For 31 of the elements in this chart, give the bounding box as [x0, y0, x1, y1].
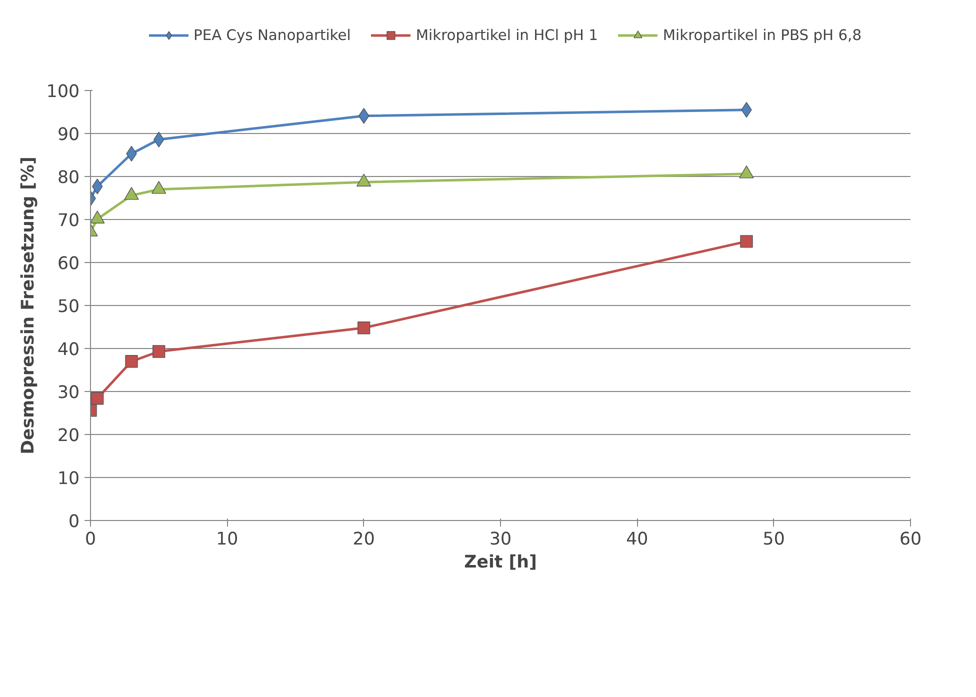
point: [92, 178, 103, 194]
y-tick-label: 20: [57, 426, 80, 446]
x-tick-label: 30: [489, 530, 512, 550]
x-tick-label: 60: [899, 530, 922, 550]
x-tick-label: 20: [352, 530, 375, 550]
y-tick-label: 40: [57, 340, 80, 360]
point: [358, 108, 370, 124]
point: [125, 355, 138, 368]
y-tick-label: 80: [57, 168, 80, 188]
legend-label: Mikropartikel in HCl pH 1: [416, 26, 598, 44]
point: [153, 132, 164, 148]
point: [90, 392, 104, 405]
legend-label: Mikropartikel in PBS pH 6,8: [662, 26, 862, 44]
point: [740, 235, 753, 248]
y-tick-label: 10: [57, 469, 80, 489]
y-axis-title: Desmopressin Freisetzung [%]: [18, 156, 38, 454]
x-tick-label: 40: [626, 530, 648, 550]
y-tick-label: 30: [57, 383, 80, 403]
point: [357, 322, 370, 334]
y-tick-label: 0: [68, 512, 80, 532]
y-tick-label: 90: [57, 125, 80, 145]
x-tick-label: 10: [216, 530, 238, 550]
y-tick-label: 70: [57, 211, 80, 231]
x-tick-label: 0: [84, 530, 96, 550]
y-tick-label: 60: [57, 254, 80, 274]
x-axis-title: Zeit [h]: [464, 552, 537, 572]
y-tick-label: 50: [57, 297, 80, 317]
legend-label: PEA Cys Nanopartikel: [193, 26, 351, 44]
x-tick-label: 50: [762, 530, 785, 550]
y-tick-label: 100: [46, 82, 80, 102]
point: [152, 345, 166, 358]
